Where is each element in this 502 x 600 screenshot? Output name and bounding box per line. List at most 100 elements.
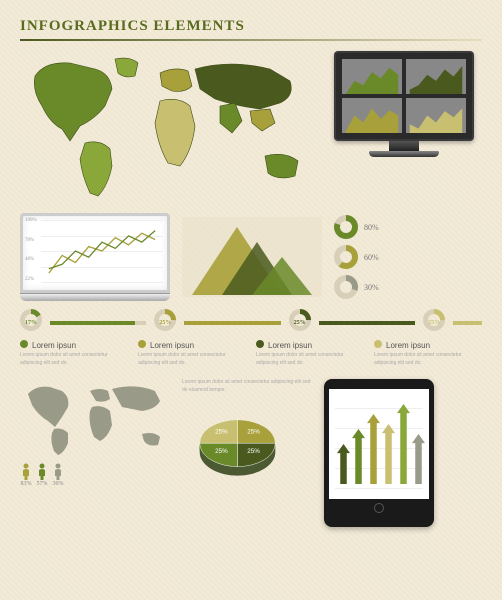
- donut-item: 60%: [334, 245, 379, 269]
- tablet-bar: [337, 444, 350, 489]
- progress-donut-label: 25%: [289, 309, 311, 336]
- monitor-screen: [334, 51, 474, 141]
- lorem-column: Lorem ipsun Lorem ipsum dolor sit amet c…: [138, 340, 246, 367]
- person-icon: [36, 463, 48, 481]
- lorem-text: Lorem ipsum dolor sit amet consectetur a…: [374, 352, 482, 367]
- lorem-text: Lorem ipsum dolor sit amet consectetur a…: [256, 352, 364, 367]
- progress-donut: 17%: [20, 309, 42, 336]
- tablet-bar: [397, 404, 410, 489]
- continent-eu: [160, 69, 192, 92]
- progress-row: 17% 25% 25% 25%: [20, 309, 482, 336]
- laptop-grid: [41, 220, 163, 282]
- row-map-monitor: [20, 51, 482, 201]
- yaxis-label: 48%: [25, 257, 37, 262]
- pie-desc: Lorem ipsum dolor sit amet consectetur a…: [182, 379, 312, 394]
- progress-donut: 25%: [289, 309, 311, 336]
- triangle-chart: [182, 217, 322, 297]
- progress-segment: [319, 321, 415, 325]
- stat-person: 83%: [20, 463, 32, 487]
- stat-pct: 30%: [53, 481, 64, 487]
- greenland: [115, 58, 138, 77]
- lorem-title: Lorem ipsun: [256, 340, 364, 350]
- stat-person: 30%: [52, 463, 64, 487]
- lorem-dot: [256, 340, 264, 348]
- laptop-yaxis: 100% 78% 48% 22%: [25, 218, 37, 282]
- lorem-column: Lorem ipsun Lorem ipsum dolor sit amet c…: [374, 340, 482, 367]
- svg-text:25%: 25%: [215, 448, 228, 455]
- tablet-screen: [329, 389, 429, 499]
- progress-segment: [453, 321, 482, 325]
- continent-sa: [80, 142, 112, 196]
- monitor-base: [369, 151, 439, 157]
- world-map-top: [20, 51, 320, 201]
- lorem-column: Lorem ipsun Lorem ipsum dolor sit amet c…: [20, 340, 128, 367]
- monitor-mini-chart: [342, 98, 402, 133]
- stat-person: 57%: [36, 463, 48, 487]
- pie-chart: 25% 25% 25% 25%: [182, 400, 302, 490]
- lorem-text: Lorem ipsum dolor sit amet consectetur a…: [138, 352, 246, 367]
- person-icon: [20, 463, 32, 481]
- lorem-dot: [20, 340, 28, 348]
- lorem-dot: [374, 340, 382, 348]
- continent-na: [34, 63, 112, 141]
- world-map-bottom: [20, 379, 170, 459]
- svg-text:25%: 25%: [247, 448, 260, 455]
- laptop: 100% 78% 48% 22%: [20, 213, 170, 301]
- laptop-screen: 100% 78% 48% 22%: [20, 213, 170, 293]
- person-icon: [52, 463, 64, 481]
- progress-donut: 25%: [423, 309, 445, 336]
- monitor-mini-chart: [342, 59, 402, 94]
- lorem-row: Lorem ipsun Lorem ipsum dolor sit amet c…: [20, 340, 482, 367]
- lorem-text: Lorem ipsum dolor sit amet consectetur a…: [20, 352, 128, 367]
- tablet-home-button: [374, 503, 384, 513]
- monitor-mini-chart: [406, 59, 466, 94]
- yaxis-label: 78%: [25, 238, 37, 243]
- donut-label: 80%: [364, 223, 379, 232]
- donut-label: 60%: [364, 253, 379, 262]
- tablet-bar: [412, 434, 425, 489]
- lorem-title: Lorem ipsun: [374, 340, 482, 350]
- asia-se: [250, 109, 275, 131]
- lorem-title: Lorem ipsun: [20, 340, 128, 350]
- title-underline: [20, 39, 482, 41]
- monitor: [334, 51, 474, 157]
- progress-segment: [50, 321, 146, 325]
- yaxis-label: 22%: [25, 277, 37, 282]
- tablet-bar: [352, 429, 365, 489]
- svg-text:25%: 25%: [247, 428, 260, 435]
- asia-india: [220, 103, 242, 133]
- stat-pct: 83%: [21, 481, 32, 487]
- world-map-svg: [20, 51, 320, 201]
- page-title: INFOGRAPHICS ELEMENTS: [20, 18, 482, 35]
- lorem-dot: [138, 340, 146, 348]
- progress-donut-label: 25%: [154, 309, 176, 336]
- tablet: [324, 379, 434, 527]
- progress-donut: 25%: [154, 309, 176, 336]
- stat-people-row: 83% 57% 30%: [20, 463, 170, 487]
- monitor-neck: [389, 141, 419, 151]
- tablet-bar: [367, 414, 380, 489]
- donut-column: 80% 60% 30%: [334, 215, 379, 299]
- donut-label: 30%: [364, 283, 379, 292]
- progress-segment: [184, 321, 280, 325]
- svg-text:25%: 25%: [215, 428, 228, 435]
- progress-donut-label: 17%: [20, 309, 42, 336]
- yaxis-label: 100%: [25, 218, 37, 223]
- monitor-mini-chart: [406, 98, 466, 133]
- lorem-title: Lorem ipsun: [138, 340, 246, 350]
- continent-af: [155, 99, 195, 166]
- laptop-lines: [41, 220, 163, 282]
- row-bottom: 83% 57% 30% Lorem ipsum dolor sit amet c…: [20, 379, 482, 527]
- row-laptop-triangles-donuts: 100% 78% 48% 22% 80% 60% 30%: [20, 213, 482, 301]
- world-map-bottom-wrap: 83% 57% 30%: [20, 379, 170, 487]
- donut-item: 80%: [334, 215, 379, 239]
- progress-donut-label: 25%: [423, 309, 445, 336]
- laptop-base: [20, 293, 170, 301]
- stat-pct: 57%: [37, 481, 48, 487]
- lorem-column: Lorem ipsun Lorem ipsum dolor sit amet c…: [256, 340, 364, 367]
- pie-chart-wrap: Lorem ipsum dolor sit amet consectetur a…: [182, 379, 312, 495]
- donut-item: 30%: [334, 275, 379, 299]
- continent-as: [195, 64, 291, 109]
- tablet-bar: [382, 424, 395, 489]
- continent-au: [265, 154, 298, 178]
